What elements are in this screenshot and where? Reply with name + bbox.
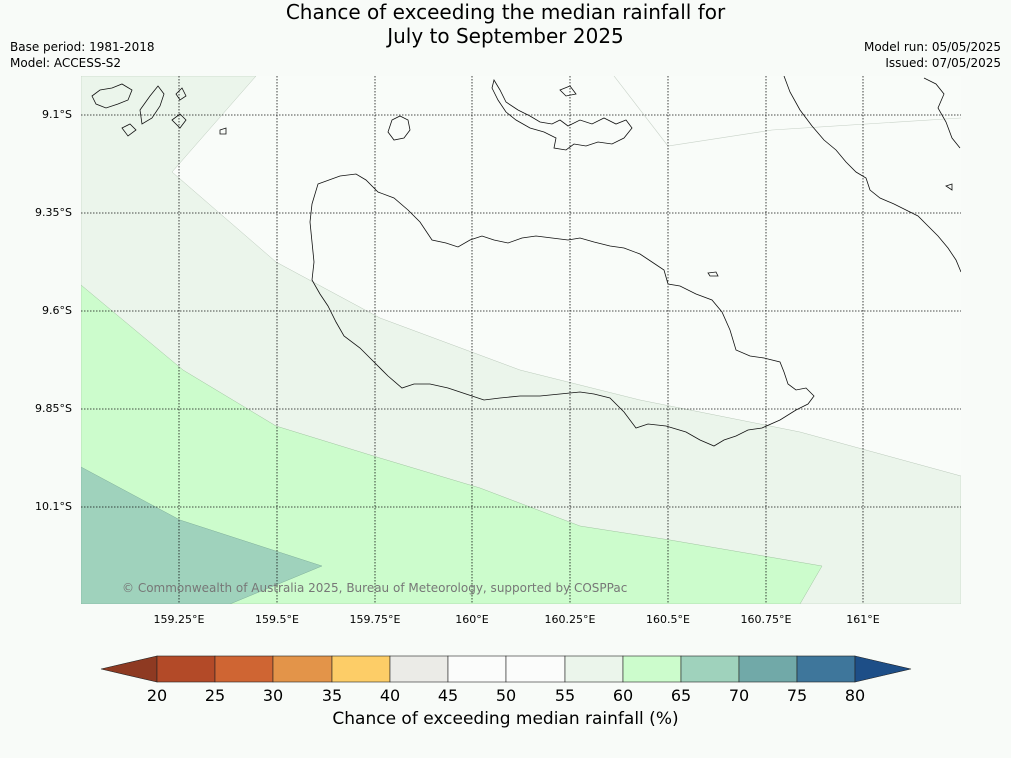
malaita-islet [945, 183, 953, 191]
malaita-north-coastline [923, 77, 961, 149]
issued-label: Issued: 07/05/2025 [885, 56, 1001, 70]
colorbar-bin-50-55 [505, 655, 566, 683]
colorbar-bin-35-40 [331, 655, 391, 683]
info-right: Model run: 05/05/2025 Issued: 07/05/2025 [864, 39, 1001, 71]
lon-label-161: 161°E [846, 613, 880, 626]
colorbar-tick-25: 25 [204, 686, 226, 705]
zone-boundary-line [613, 76, 961, 147]
russell-islet-1 [121, 123, 137, 137]
info-left: Base period: 1981-2018 Model: ACCESS-S2 [10, 39, 155, 71]
colorbar-title: Chance of exceeding median rainfall (%) [332, 709, 679, 729]
russell-islands-coastline-2 [139, 85, 165, 125]
colorbar-bin-20-25 [156, 655, 216, 683]
colorbar-tick-45: 45 [437, 686, 459, 705]
lon-label-160-5: 160.5°E [646, 613, 690, 626]
nggela-islands-coastline [491, 78, 633, 151]
model-label: Model: ACCESS-S2 [10, 56, 122, 70]
graticule [81, 76, 961, 604]
savo-island-coastline [387, 115, 411, 141]
colorbar-bin-60-65 [622, 655, 682, 683]
lat-label-9-85: 9.85°S [35, 402, 72, 415]
malaita-coastline [783, 76, 961, 273]
colorbar-tick-35: 35 [321, 686, 343, 705]
lon-label-160-75: 160.75°E [740, 613, 792, 626]
lon-label-159-5: 159.5°E [255, 613, 299, 626]
map-area: © Commonwealth of Australia 2025, Bureau… [81, 76, 961, 604]
colorbar [100, 655, 912, 683]
title-line-2: July to September 2025 [387, 24, 624, 48]
colorbar-tick-50: 50 [495, 686, 517, 705]
lat-label-9-1: 9.1°S [42, 108, 72, 121]
colorbar-tick-75: 75 [786, 686, 808, 705]
guadalcanal-coastline [309, 173, 815, 447]
lat-label-9-6: 9.6°S [42, 304, 72, 317]
colorbar-tick-20: 20 [146, 686, 168, 705]
colorbar-bin-55-60 [564, 655, 624, 683]
colorbar-bin-40-45 [389, 655, 449, 683]
lon-label-160-25: 160.25°E [544, 613, 596, 626]
colorbar-bin-45-50 [447, 655, 507, 683]
copyright-credit: © Commonwealth of Australia 2025, Bureau… [122, 581, 627, 595]
base-period-label: Base period: 1981-2018 [10, 40, 155, 54]
colorbar-tick-60: 60 [612, 686, 634, 705]
colorbar-tick-70: 70 [728, 686, 750, 705]
lon-label-159-25: 159.25°E [153, 613, 205, 626]
colorbar-over-arrow [854, 655, 912, 683]
colorbar-tick-65: 65 [670, 686, 692, 705]
colorbar-under-arrow [100, 655, 158, 683]
russell-islet-2 [171, 113, 187, 129]
map-title: Chance of exceeding the median rainfall … [0, 0, 1011, 48]
islet-east [707, 271, 719, 277]
title-line-1: Chance of exceeding the median rainfall … [285, 0, 726, 24]
colorbar-bin-30-35 [272, 655, 333, 683]
russell-islet-4 [219, 127, 227, 135]
lon-label-160: 160°E [455, 613, 489, 626]
colorbar-tick-30: 30 [262, 686, 284, 705]
colorbar-tick-80: 80 [844, 686, 866, 705]
model-run-label: Model run: 05/05/2025 [863, 40, 1001, 54]
colorbar-bin-65-70 [680, 655, 740, 683]
nggela-islet [559, 85, 577, 97]
lat-label-10-1: 10.1°S [35, 500, 72, 513]
russell-islands-coastline [91, 83, 133, 109]
colorbar-bin-75-80 [796, 655, 856, 683]
zone-60-65 [81, 284, 823, 604]
coastlines [91, 76, 961, 447]
zone-65-70 [81, 466, 323, 604]
colorbar-bin-25-30 [214, 655, 274, 683]
colorbar-tick-40: 40 [379, 686, 401, 705]
colorbar-bin-70-75 [738, 655, 798, 683]
colorbar-tick-55: 55 [554, 686, 576, 705]
lon-label-159-75: 159.75°E [349, 613, 401, 626]
lat-label-9-35: 9.35°S [35, 206, 72, 219]
